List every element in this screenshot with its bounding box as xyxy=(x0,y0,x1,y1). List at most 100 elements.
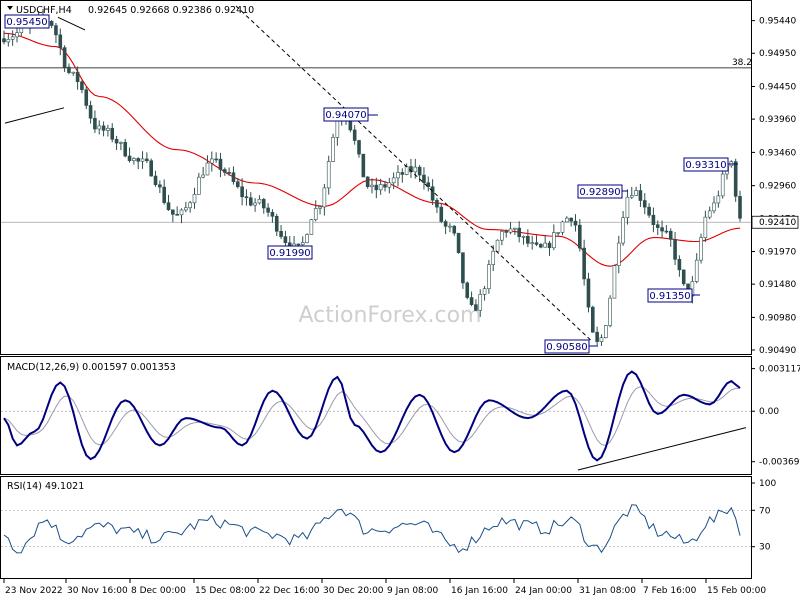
candle-body xyxy=(49,21,54,26)
candle-body xyxy=(396,172,400,179)
candle-body xyxy=(621,217,625,244)
candle-body xyxy=(6,38,11,43)
rsi-tick-label: 70 xyxy=(759,506,771,516)
macd-title: MACD(12,26,9) 0.001597 0.001353 xyxy=(7,362,176,373)
candle-body xyxy=(539,244,543,248)
candle-body xyxy=(391,177,396,184)
macd-main-line xyxy=(3,370,741,462)
candle-body xyxy=(214,158,218,161)
candle-body xyxy=(153,175,158,186)
candle-body xyxy=(578,224,582,249)
candle-body xyxy=(517,227,522,238)
candle-body xyxy=(513,227,517,230)
candle-body xyxy=(132,158,136,161)
rsi-line xyxy=(3,504,741,554)
fib-382-label: 38.2 xyxy=(732,58,752,68)
price-labels: 0.95450 0.94070 0.91990 0.92890 0.93310 0.913… xyxy=(4,14,738,354)
rsi-reference xyxy=(1,509,751,548)
candle-body xyxy=(313,208,318,220)
candle-body xyxy=(699,237,703,261)
candle-body xyxy=(127,155,132,161)
macd-axis: 0.003117 0.00 -0.003693 xyxy=(751,365,800,468)
candle-body xyxy=(443,221,448,227)
candle-body xyxy=(123,142,128,157)
rsi-line xyxy=(3,504,741,554)
candle-body xyxy=(93,117,97,130)
label-95450-box xyxy=(4,14,50,29)
rsi-tick-label: 100 xyxy=(759,479,776,489)
macd-tick-label: -0.003693 xyxy=(759,458,800,468)
candle-body xyxy=(694,259,699,282)
candle-body xyxy=(530,242,534,245)
candle-body xyxy=(88,105,93,119)
label-92890: 0.92890 xyxy=(579,187,620,198)
candle-body xyxy=(569,217,573,222)
candle-body xyxy=(582,247,586,280)
candle-body xyxy=(140,158,145,162)
candle-body xyxy=(465,282,470,298)
candle-body xyxy=(422,174,426,183)
candle-body xyxy=(612,265,617,299)
candle-body xyxy=(58,34,63,48)
candle-body xyxy=(71,71,76,74)
candle-body xyxy=(521,236,526,238)
candle-body xyxy=(248,197,253,206)
candle-body xyxy=(261,199,266,209)
candle-body xyxy=(660,227,664,232)
current-price-box xyxy=(751,215,799,229)
candle-body xyxy=(227,172,231,174)
collapse-triangle-icon[interactable] xyxy=(7,6,13,10)
candle-body xyxy=(439,206,444,222)
time-tick-label: 30 Nov 16:00 xyxy=(67,586,128,596)
candle-body xyxy=(595,331,599,342)
rsi-title: RSI(14) 49.1021 xyxy=(7,481,84,492)
candle-body xyxy=(378,184,383,191)
candle-body xyxy=(197,176,201,195)
time-tick-label: 24 Jan 00:00 xyxy=(515,586,572,596)
candle-body xyxy=(456,232,461,253)
current-price-label: 0.92410 xyxy=(759,218,796,228)
candle-body xyxy=(603,325,608,338)
candle-body xyxy=(149,160,153,177)
candle-body xyxy=(552,232,556,249)
candle-body xyxy=(326,161,331,189)
price-tick-label: 0.90490 xyxy=(759,346,796,356)
candle-body xyxy=(504,231,509,233)
candle-body xyxy=(495,239,500,252)
candle-body xyxy=(664,230,669,233)
candle-body xyxy=(677,259,682,271)
candle-body xyxy=(400,172,405,175)
time-tick-label: 9 Jan 08:00 xyxy=(387,586,439,596)
time-tick-label: 8 Dec 00:00 xyxy=(131,586,186,596)
candle-body xyxy=(590,306,595,333)
trend-lines xyxy=(4,5,593,342)
candle-body xyxy=(716,195,721,204)
price-tick-label: 0.92960 xyxy=(759,182,796,192)
candle-body xyxy=(54,25,58,36)
macd-tick-label: 0.003117 xyxy=(759,365,800,375)
candle-body xyxy=(556,232,560,234)
candle-body xyxy=(712,202,716,212)
rsi-panel-frame xyxy=(0,476,752,579)
candle-body xyxy=(599,337,604,342)
candle-body xyxy=(352,129,357,141)
time-tick-label: 15 Dec 08:00 xyxy=(195,586,256,596)
candle-body xyxy=(106,127,110,131)
candle-body xyxy=(642,200,647,208)
candle-body xyxy=(97,125,102,130)
candle-body xyxy=(119,142,123,144)
candle-body xyxy=(62,47,67,68)
candle-body xyxy=(15,32,19,38)
price-candles xyxy=(2,9,742,346)
candle-body xyxy=(145,158,149,162)
candle-body xyxy=(357,140,361,155)
candle-body xyxy=(452,225,457,234)
candle-body xyxy=(651,214,656,225)
candle-body xyxy=(413,166,418,173)
time-tick-label: 31 Jan 08:00 xyxy=(579,586,636,596)
candle-body xyxy=(673,239,677,260)
candle-body xyxy=(681,269,686,285)
candle-body xyxy=(573,220,578,226)
candle-body xyxy=(67,66,71,73)
candle-body xyxy=(474,304,478,311)
